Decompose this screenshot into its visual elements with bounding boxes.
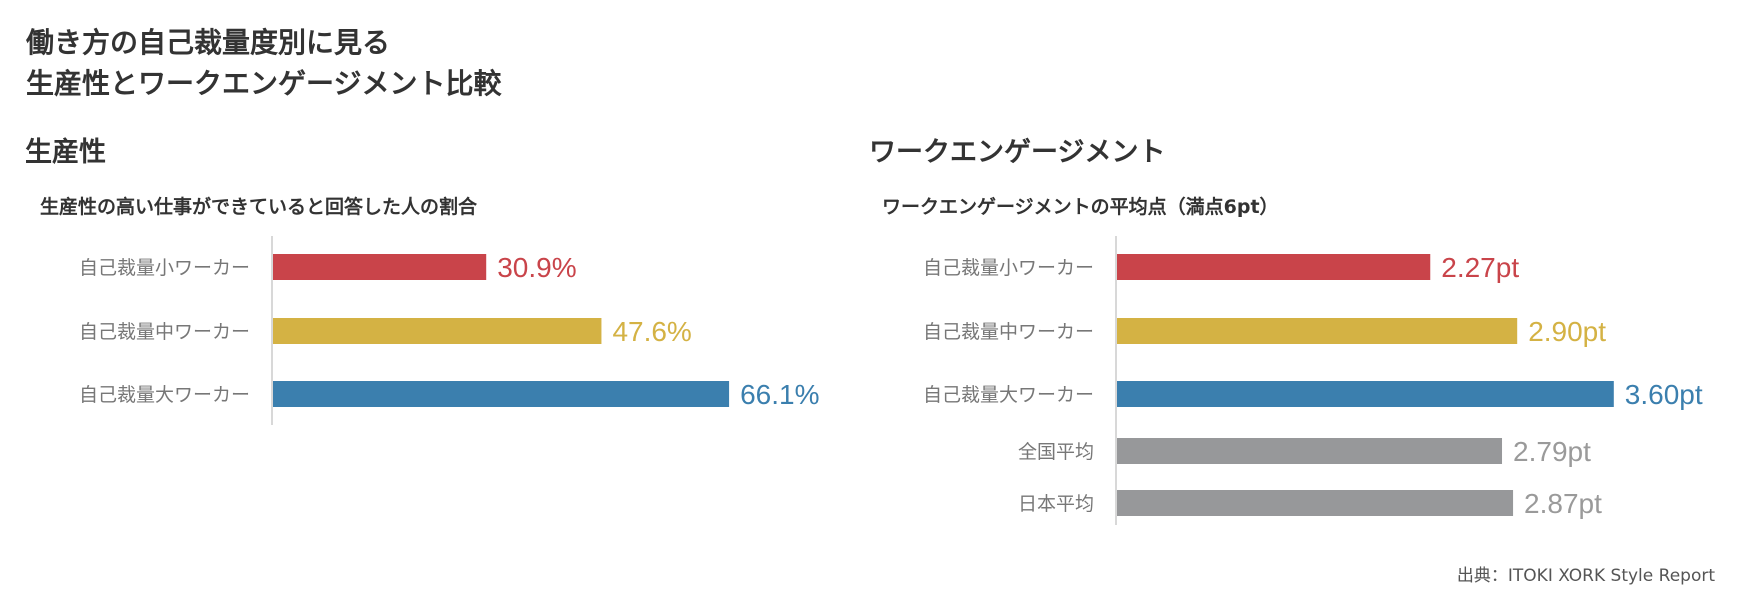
main-title: 働き方の自己裁量度別に見る 生産性とワークエンゲージメント比較	[26, 22, 501, 104]
category-label: 自己裁量中ワーカー	[923, 321, 1094, 343]
productivity-heading: 生産性	[25, 137, 106, 168]
bar	[1117, 318, 1518, 344]
value-label: 2.87pt	[1524, 488, 1602, 519]
value-label: 2.79pt	[1513, 436, 1591, 467]
bar	[273, 318, 602, 344]
value-label: 2.27pt	[1441, 252, 1519, 283]
value-label: 47.6%	[612, 316, 691, 347]
category-label: 全国平均	[1018, 441, 1094, 463]
bar	[1117, 254, 1431, 280]
category-label: 自己裁量中ワーカー	[79, 321, 250, 343]
category-label: 自己裁量大ワーカー	[79, 384, 250, 406]
bar	[1117, 438, 1503, 464]
category-label: 自己裁量小ワーカー	[923, 257, 1094, 279]
category-label: 日本平均	[1018, 493, 1094, 515]
bar	[273, 381, 730, 407]
category-label: 自己裁量小ワーカー	[79, 257, 250, 279]
value-label: 3.60pt	[1625, 379, 1703, 410]
productivity-subtitle: 生産性の高い仕事ができていると回答した人の割合	[40, 196, 478, 218]
engagement-heading: ワークエンゲージメント	[869, 137, 1166, 168]
bar	[273, 254, 487, 280]
title-line-1: 働き方の自己裁量度別に見る	[26, 26, 391, 59]
engagement-subtitle: ワークエンゲージメントの平均点（満点6pt）	[882, 196, 1279, 218]
value-label: 30.9%	[497, 252, 576, 283]
value-label: 2.90pt	[1528, 316, 1606, 347]
bar	[1117, 490, 1514, 516]
title-line-2: 生産性とワークエンゲージメント比較	[26, 67, 502, 100]
category-label: 自己裁量大ワーカー	[923, 384, 1094, 406]
source-note: 出典：ITOKI XORK Style Report	[1456, 566, 1715, 586]
bar	[1117, 381, 1614, 407]
value-label: 66.1%	[740, 379, 819, 410]
